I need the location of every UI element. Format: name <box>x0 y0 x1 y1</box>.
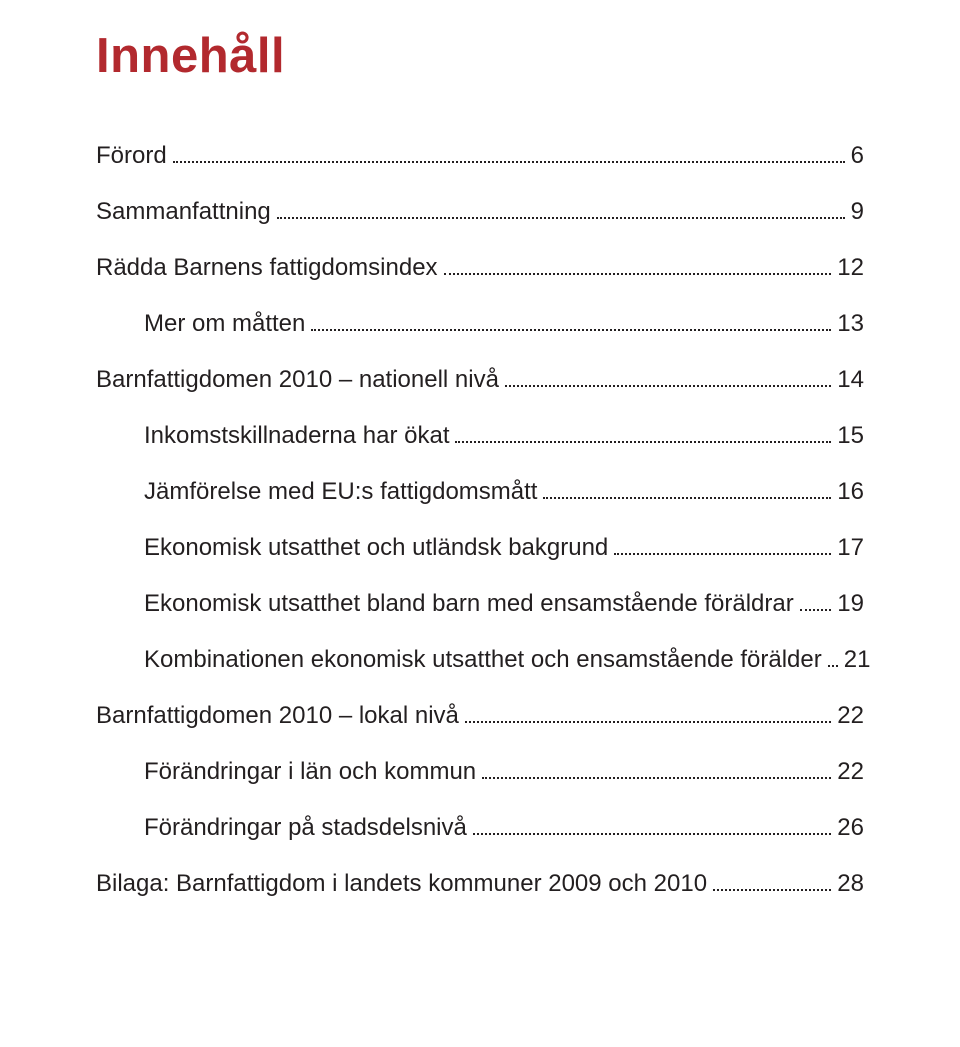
toc-row: Barnfattigdomen 2010 – lokal nivå 22 <box>96 704 864 728</box>
toc-label: Ekonomisk utsatthet bland barn med ensam… <box>144 592 794 616</box>
toc-row: Förord 6 <box>96 144 864 168</box>
toc-label: Ekonomisk utsatthet och utländsk bakgrun… <box>144 536 608 560</box>
toc-leader-dots <box>614 553 831 555</box>
toc-page-number: 9 <box>851 200 864 224</box>
toc-page-number: 19 <box>837 592 864 616</box>
toc-leader-dots <box>465 721 831 723</box>
toc-leader-dots <box>277 217 845 219</box>
toc-leader-dots <box>482 777 831 779</box>
toc-leader-dots <box>505 385 831 387</box>
toc-row: Kombinationen ekonomisk utsatthet och en… <box>96 648 864 672</box>
table-of-contents: Förord 6 Sammanfattning 9 Rädda Barnens fatt… <box>96 144 864 896</box>
document-page: Innehåll Förord 6 Sammanfattning 9 Rädda Bar… <box>0 0 960 896</box>
toc-label: Inkomstskillnaderna har ökat <box>144 424 449 448</box>
toc-row: Sammanfattning 9 <box>96 200 864 224</box>
toc-page-number: 22 <box>837 704 864 728</box>
toc-row: Jämförelse med EU:s fattigdomsmått 16 <box>96 480 864 504</box>
toc-label: Bilaga: Barnfattigdom i landets kommuner… <box>96 872 707 896</box>
toc-label: Förändringar på stadsdelsnivå <box>144 816 467 840</box>
toc-label: Kombinationen ekonomisk utsatthet och en… <box>144 648 822 672</box>
toc-leader-dots <box>543 497 831 499</box>
toc-page-number: 22 <box>837 760 864 784</box>
toc-leader-dots <box>473 833 831 835</box>
toc-row: Förändringar på stadsdelsnivå 26 <box>96 816 864 840</box>
toc-label: Förord <box>96 144 167 168</box>
toc-row: Inkomstskillnaderna har ökat 15 <box>96 424 864 448</box>
toc-page-number: 15 <box>837 424 864 448</box>
toc-row: Bilaga: Barnfattigdom i landets kommuner… <box>96 872 864 896</box>
toc-row: Mer om måtten 13 <box>96 312 864 336</box>
toc-row: Förändringar i län och kommun 22 <box>96 760 864 784</box>
toc-leader-dots <box>713 889 831 891</box>
toc-page-number: 16 <box>837 480 864 504</box>
toc-label: Barnfattigdomen 2010 – nationell nivå <box>96 368 499 392</box>
toc-leader-dots <box>828 665 838 667</box>
toc-leader-dots <box>444 273 832 275</box>
toc-leader-dots <box>311 329 831 331</box>
toc-label: Jämförelse med EU:s fattigdomsmått <box>144 480 537 504</box>
toc-leader-dots <box>455 441 831 443</box>
toc-row: Ekonomisk utsatthet och utländsk bakgrun… <box>96 536 864 560</box>
toc-label: Rädda Barnens fattigdomsindex <box>96 256 438 280</box>
toc-page-number: 26 <box>837 816 864 840</box>
toc-row: Barnfattigdomen 2010 – nationell nivå 14 <box>96 368 864 392</box>
toc-row: Rädda Barnens fattigdomsindex 12 <box>96 256 864 280</box>
toc-leader-dots <box>800 609 832 611</box>
toc-label: Barnfattigdomen 2010 – lokal nivå <box>96 704 459 728</box>
toc-page-number: 17 <box>837 536 864 560</box>
toc-page-number: 21 <box>844 648 871 672</box>
toc-label: Mer om måtten <box>144 312 305 336</box>
toc-page-number: 13 <box>837 312 864 336</box>
toc-label: Sammanfattning <box>96 200 271 224</box>
page-title: Innehåll <box>96 28 864 84</box>
toc-row: Ekonomisk utsatthet bland barn med ensam… <box>96 592 864 616</box>
toc-page-number: 12 <box>837 256 864 280</box>
toc-leader-dots <box>173 161 845 163</box>
toc-page-number: 6 <box>851 144 864 168</box>
toc-page-number: 28 <box>837 872 864 896</box>
toc-page-number: 14 <box>837 368 864 392</box>
toc-label: Förändringar i län och kommun <box>144 760 476 784</box>
